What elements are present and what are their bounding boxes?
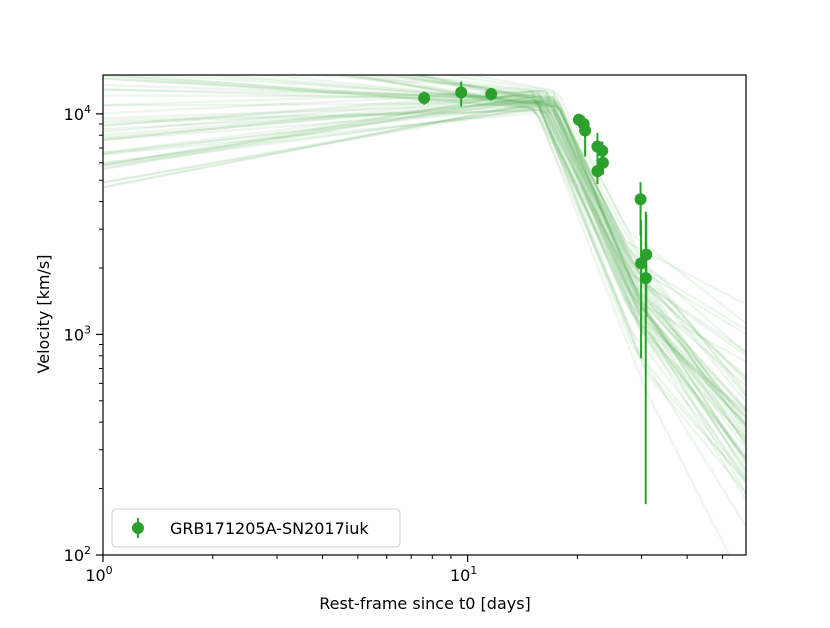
data-points: [418, 81, 653, 505]
data-point: [418, 91, 431, 104]
model-curve: [464, 75, 746, 396]
model-curve: [400, 75, 746, 428]
model-curve: [410, 75, 746, 439]
model-curve: [103, 99, 746, 418]
model-curve: [103, 102, 746, 440]
legend-frame: [111, 508, 401, 548]
model-curve: [103, 105, 746, 445]
model-curve: [103, 104, 746, 501]
legend-marker: [132, 522, 144, 534]
data-point: [639, 272, 652, 285]
data-point: [634, 193, 647, 206]
legend-label: GRB171205A-SN2017iuk: [170, 519, 369, 538]
y-axis-label: Velocity [km/s]: [34, 255, 53, 374]
model-curve: [103, 108, 746, 403]
axis-ticks: 100 101 102 103 104: [64, 103, 723, 585]
model-curve: [103, 108, 746, 426]
model-curve: [439, 75, 746, 325]
model-curve: [103, 102, 746, 451]
x-tick-label: 101: [450, 564, 477, 585]
model-curve: [103, 99, 746, 423]
model-curve: [103, 89, 746, 456]
x-tick-label: 100: [85, 564, 112, 585]
model-curve: [103, 102, 746, 448]
model-curve: [103, 99, 746, 495]
model-curve: [413, 75, 746, 335]
model-curve: [330, 75, 746, 478]
model-curve: [297, 75, 746, 484]
data-point: [455, 86, 468, 99]
data-point: [635, 257, 648, 270]
data-point: [596, 156, 609, 169]
model-curve: [103, 94, 746, 306]
data-point: [579, 124, 592, 137]
y-tick-label: 103: [64, 323, 91, 344]
model-curve: [381, 75, 746, 494]
model-curve: [346, 75, 746, 413]
model-curve: [103, 110, 746, 426]
model-curve: [103, 93, 746, 398]
y-tick-label: 104: [64, 103, 91, 124]
model-curve: [258, 75, 746, 410]
model-curve: [364, 75, 746, 459]
y-tick-label: 102: [64, 544, 91, 565]
data-point: [596, 144, 609, 157]
model-curve: [103, 97, 746, 443]
model-curve: [394, 75, 746, 462]
model-curve: [409, 75, 746, 470]
model-curve: [103, 95, 746, 434]
model-curve: [103, 108, 746, 419]
model-curve: [103, 101, 746, 527]
model-curve: [353, 75, 746, 357]
data-point: [485, 88, 498, 101]
model-curve: [103, 108, 746, 460]
plot-frame: [102, 74, 747, 556]
model-curve: [103, 98, 746, 387]
model-curve: [337, 75, 746, 475]
x-axis-label: Rest-frame since t0 [days]: [319, 594, 531, 613]
legend: GRB171205A-SN2017iuk: [111, 508, 401, 548]
model-curve: [103, 93, 746, 426]
model-curve: [404, 75, 746, 412]
model-curve: [103, 93, 746, 459]
model-curve: [359, 75, 746, 481]
model-curve: [103, 90, 746, 363]
